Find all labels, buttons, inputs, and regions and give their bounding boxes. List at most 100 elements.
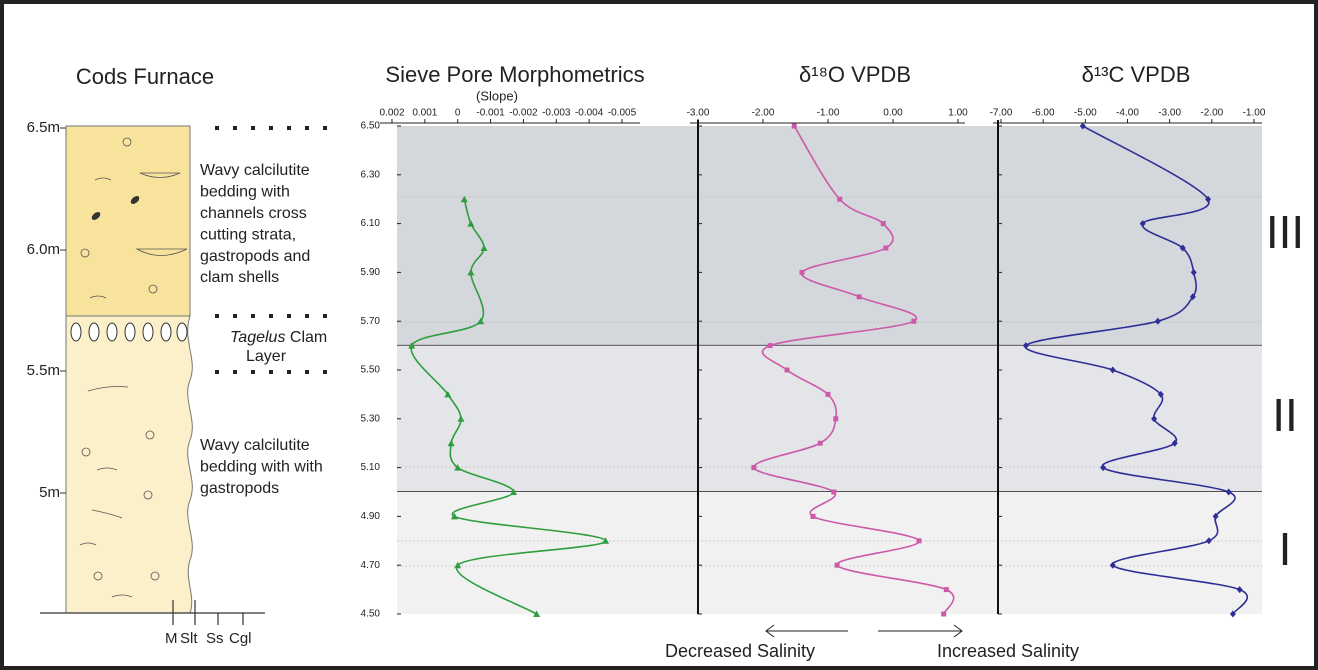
grain-size: Ss xyxy=(206,630,224,647)
data-point xyxy=(1154,317,1161,325)
data-point xyxy=(941,611,947,617)
salinity-label: Increased Salinity xyxy=(937,641,1079,661)
data-point xyxy=(454,464,462,471)
data-point xyxy=(1212,512,1219,520)
data-point xyxy=(943,587,949,593)
data-point xyxy=(450,512,458,520)
panel-title: δ¹⁸O VPDB xyxy=(799,62,911,87)
y-tick-label: 5.70 xyxy=(361,316,381,327)
data-point xyxy=(1179,244,1186,252)
data-point xyxy=(834,562,840,568)
y-tick-label: 6.10 xyxy=(361,218,381,229)
unit-description: gastropods and xyxy=(200,248,310,265)
x-tick-label: -7.00 xyxy=(990,108,1013,119)
baseline xyxy=(40,600,265,625)
unit-description: gastropods xyxy=(200,480,279,497)
data-point xyxy=(477,317,485,325)
clam-text: Clam xyxy=(290,329,327,346)
data-point xyxy=(1171,439,1178,447)
x-tick-label: -0.001 xyxy=(476,108,505,119)
panel-subtitle: (Slope) xyxy=(476,88,518,103)
data-point xyxy=(1109,366,1116,374)
unit-description: bedding with with xyxy=(200,459,323,476)
grain-size: Slt xyxy=(180,630,198,647)
data-point xyxy=(883,245,889,251)
data-point xyxy=(751,465,757,471)
data-point xyxy=(1189,293,1196,301)
data-point xyxy=(817,440,823,446)
column-title: Cods Furnace xyxy=(76,64,214,89)
zone-label: I xyxy=(1279,523,1292,575)
gastropod-icons xyxy=(91,196,140,220)
panel-title: δ¹³C VPDB xyxy=(1082,62,1191,87)
x-tick-label: -5.00 xyxy=(1074,108,1097,119)
depth-label: 6.5m xyxy=(27,119,60,136)
data-point xyxy=(408,342,416,349)
data-point xyxy=(1079,122,1086,130)
fossil-symbols xyxy=(79,137,188,598)
depth-label: 5m xyxy=(39,484,60,501)
panel-title: Sieve Pore Morphometrics xyxy=(385,62,644,87)
x-tick-label: 0.001 xyxy=(412,108,437,119)
data-point xyxy=(1229,610,1236,618)
x-tick-label: -0.004 xyxy=(575,108,604,119)
y-tick-label: 4.90 xyxy=(361,511,381,522)
y-tick-label: 5.90 xyxy=(361,267,381,278)
depth-label: 5.5m xyxy=(27,362,60,379)
data-point xyxy=(602,537,610,544)
x-tick-label: -1.00 xyxy=(1243,108,1266,119)
unit-description: Wavy calcilutite xyxy=(200,437,310,454)
y-tick-label: 4.50 xyxy=(361,609,381,620)
salinity-label: Decreased Salinity xyxy=(665,641,815,661)
x-tick-label: -0.002 xyxy=(509,108,538,119)
depth-ticks xyxy=(60,127,66,494)
salinity-arrows xyxy=(765,624,963,638)
lower-unit xyxy=(65,315,193,614)
x-tick-label: 0.00 xyxy=(883,108,903,119)
grain-size: Cgl xyxy=(229,630,252,647)
data-point xyxy=(799,269,805,275)
data-point xyxy=(791,123,797,129)
data-point xyxy=(1022,342,1029,350)
data-point xyxy=(444,390,452,398)
zone-band xyxy=(397,126,1262,346)
y-tick-label: 6.30 xyxy=(361,169,381,180)
data-point xyxy=(1109,561,1116,569)
data-point xyxy=(837,196,843,202)
data-point xyxy=(856,294,862,300)
x-tick-label: -2.00 xyxy=(752,108,775,119)
data-point xyxy=(831,489,837,495)
x-tick-label: -2.00 xyxy=(1200,108,1223,119)
x-tick-label: -0.003 xyxy=(542,108,571,119)
x-tick-label: -3.00 xyxy=(1158,108,1181,119)
clam-label: Layer xyxy=(246,348,287,365)
y-tick-label: 6.50 xyxy=(361,121,381,132)
zone-band xyxy=(397,492,1262,614)
y-tick-label: 4.70 xyxy=(361,560,381,571)
data-point xyxy=(467,220,475,227)
data-point xyxy=(510,488,518,495)
strat-column: Cods Furnace 6.5m 6.0m 5.5m 5m M Slt Ss … xyxy=(27,64,335,647)
x-tick-label: -3.00 xyxy=(687,108,710,119)
clam-genus: Tagelus xyxy=(230,329,285,346)
data-point xyxy=(454,561,462,569)
data-point xyxy=(1236,586,1243,594)
data-point xyxy=(1100,464,1107,472)
grain-size: M xyxy=(165,630,178,647)
x-tick-label: 0.002 xyxy=(379,108,404,119)
data-point xyxy=(833,416,839,422)
data-point xyxy=(533,610,541,617)
data-point xyxy=(447,439,455,447)
y-tick-label: 5.30 xyxy=(361,413,381,424)
data-point xyxy=(880,221,886,227)
clam-label: Tagelus Clam xyxy=(230,329,327,346)
data-point xyxy=(825,391,831,397)
depth-label: 6.0m xyxy=(27,241,60,258)
data-point xyxy=(1225,488,1232,496)
data-point xyxy=(784,367,790,373)
clam-layer xyxy=(70,322,188,342)
data-point xyxy=(1190,268,1197,276)
x-tick-label: -0.005 xyxy=(608,108,637,119)
x-tick-label: 1.00 xyxy=(948,108,968,119)
